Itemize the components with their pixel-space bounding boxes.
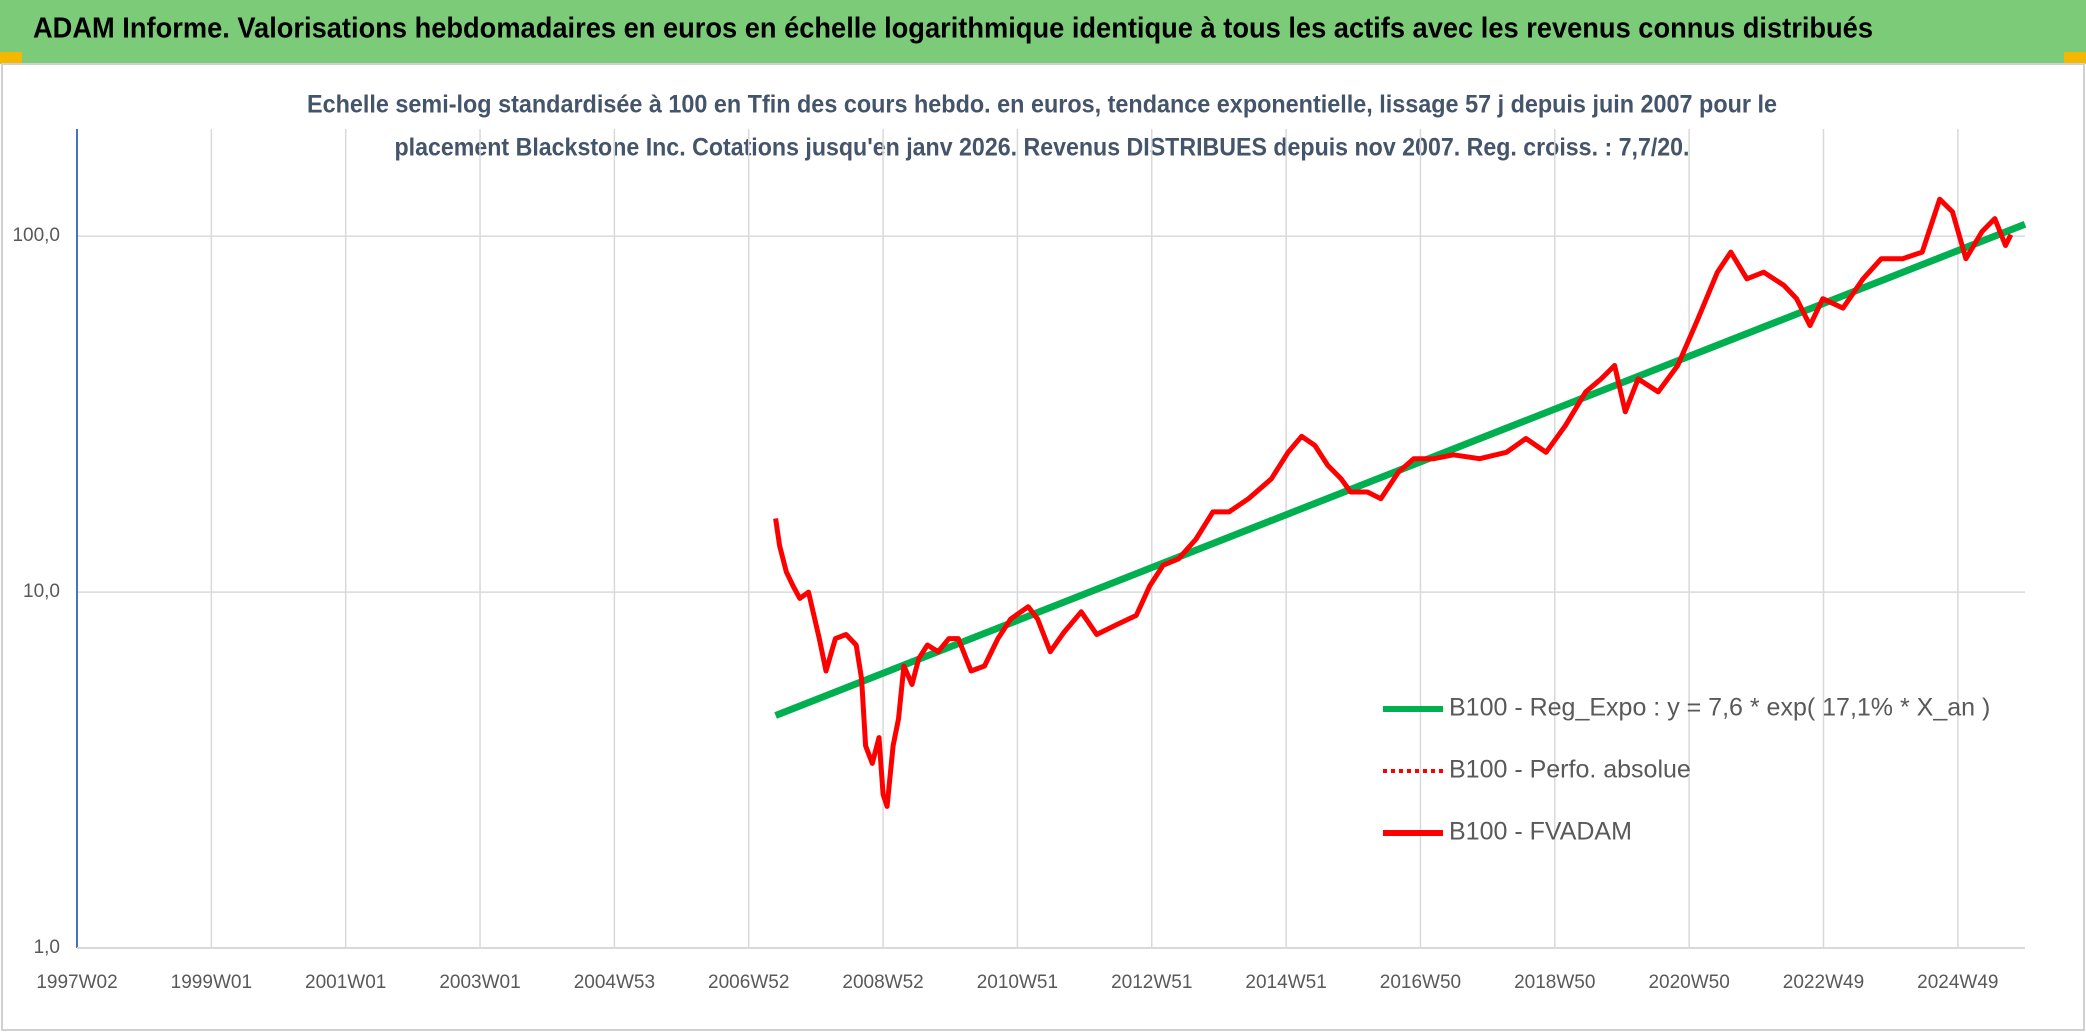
x-tick-label: 2004W53 <box>574 972 655 993</box>
frame <box>1 63 2085 1031</box>
y-tick-label: 10,0 <box>23 581 60 602</box>
x-tick-label: 2016W50 <box>1380 972 1461 993</box>
x-tick-label: 2001W01 <box>305 972 386 993</box>
x-tick-label: 1997W02 <box>36 972 117 993</box>
x-tick-label: 2024W49 <box>1917 972 1998 993</box>
x-tick-label: 2020W50 <box>1648 972 1729 993</box>
x-tick-label: 2022W49 <box>1783 972 1864 993</box>
chart-subtitle: placement Blackstone Inc. Cotations jusq… <box>395 134 1690 162</box>
legend-label: B100 - Reg_Expo : y = 7,6 * exp( 17,1% *… <box>1449 694 1990 722</box>
chart-subtitle: Echelle semi-log standardisée à 100 en T… <box>307 91 1777 119</box>
x-tick-label: 2012W51 <box>1111 972 1192 993</box>
x-tick-label: 2018W50 <box>1514 972 1595 993</box>
x-tick-label: 1999W01 <box>171 972 252 993</box>
x-tick-label: 2006W52 <box>708 972 789 993</box>
corner-mark <box>2064 52 2086 64</box>
header-title: ADAM Informe. Valorisations hebdomadaire… <box>33 13 1873 45</box>
legend-label: B100 - FVADAM <box>1449 818 1632 846</box>
x-tick-label: 2010W51 <box>977 972 1058 993</box>
x-tick-label: 2003W01 <box>439 972 520 993</box>
header-bar <box>0 0 2086 64</box>
x-tick-label: 2014W51 <box>1245 972 1326 993</box>
legend-label: B100 - Perfo. absolue <box>1449 756 1691 784</box>
y-tick-label: 1,0 <box>34 937 60 958</box>
x-tick-label: 2008W52 <box>842 972 923 993</box>
data-line <box>773 196 2014 809</box>
corner-mark <box>0 52 22 64</box>
y-tick-label: 100,0 <box>12 225 60 246</box>
